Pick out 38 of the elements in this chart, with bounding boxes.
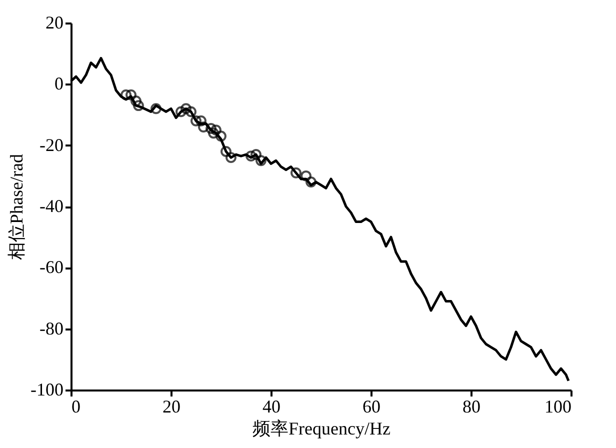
point xyxy=(246,150,256,162)
x-tick-label: 80 xyxy=(462,396,480,416)
point xyxy=(290,167,302,178)
point xyxy=(208,128,219,139)
y-tick-label: -20 xyxy=(40,134,64,155)
y-tick-label: -80 xyxy=(40,318,64,338)
y-tick-label: 0 xyxy=(54,74,64,94)
x-tick-label: 0 xyxy=(72,396,80,416)
y-tick-label: -100 xyxy=(30,380,64,400)
point xyxy=(150,103,162,114)
x-tick-label: 60 xyxy=(362,396,380,416)
x-tick-label: 20 xyxy=(162,396,180,416)
point xyxy=(130,96,142,106)
x-axis-title: 频率Frequency/Hz xyxy=(252,418,390,438)
point xyxy=(176,106,186,118)
y-tick-label: -60 xyxy=(40,257,64,278)
y-tick-label: 20 xyxy=(46,12,64,32)
point xyxy=(133,100,144,112)
point xyxy=(210,124,222,136)
point xyxy=(126,89,136,100)
y-tick-label: -40 xyxy=(40,196,64,216)
y-axis-title: 相位Phase/rad xyxy=(6,154,27,260)
point xyxy=(250,149,262,160)
point xyxy=(300,170,312,182)
point xyxy=(226,152,236,164)
point xyxy=(306,176,316,188)
point xyxy=(186,106,196,118)
x-tick-label: 40 xyxy=(262,396,280,416)
point xyxy=(196,115,206,126)
point xyxy=(190,115,202,126)
point xyxy=(206,123,216,134)
point xyxy=(120,89,132,100)
point xyxy=(180,103,192,114)
point xyxy=(256,155,266,166)
point xyxy=(216,130,226,142)
x-tick-label: 100 xyxy=(544,396,572,416)
point xyxy=(220,146,232,157)
point xyxy=(198,122,209,132)
